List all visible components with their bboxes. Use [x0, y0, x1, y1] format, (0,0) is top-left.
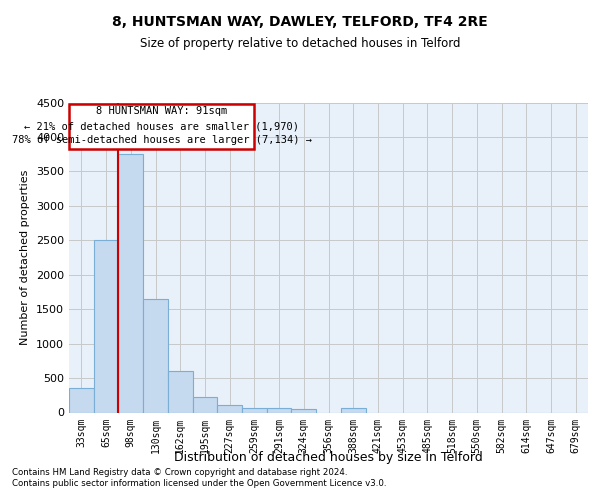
- Bar: [94, 240, 118, 412]
- Bar: [69, 388, 94, 412]
- Bar: [118, 154, 143, 412]
- Text: Distribution of detached houses by size in Telford: Distribution of detached houses by size …: [175, 451, 483, 464]
- Bar: [341, 408, 365, 412]
- Bar: [69, 104, 254, 150]
- Bar: [267, 408, 292, 412]
- Y-axis label: Number of detached properties: Number of detached properties: [20, 170, 31, 345]
- Bar: [292, 409, 316, 412]
- Bar: [217, 405, 242, 412]
- Bar: [168, 371, 193, 412]
- Text: ← 21% of detached houses are smaller (1,970): ← 21% of detached houses are smaller (1,…: [24, 122, 299, 132]
- Text: Size of property relative to detached houses in Telford: Size of property relative to detached ho…: [140, 38, 460, 51]
- Bar: [242, 408, 267, 412]
- Bar: [143, 299, 168, 412]
- Text: 78% of semi-detached houses are larger (7,134) →: 78% of semi-detached houses are larger (…: [11, 134, 311, 144]
- Text: 8 HUNTSMAN WAY: 91sqm: 8 HUNTSMAN WAY: 91sqm: [96, 106, 227, 117]
- Bar: [193, 398, 217, 412]
- Text: Contains HM Land Registry data © Crown copyright and database right 2024.
Contai: Contains HM Land Registry data © Crown c…: [12, 468, 386, 487]
- Text: 8, HUNTSMAN WAY, DAWLEY, TELFORD, TF4 2RE: 8, HUNTSMAN WAY, DAWLEY, TELFORD, TF4 2R…: [112, 16, 488, 30]
